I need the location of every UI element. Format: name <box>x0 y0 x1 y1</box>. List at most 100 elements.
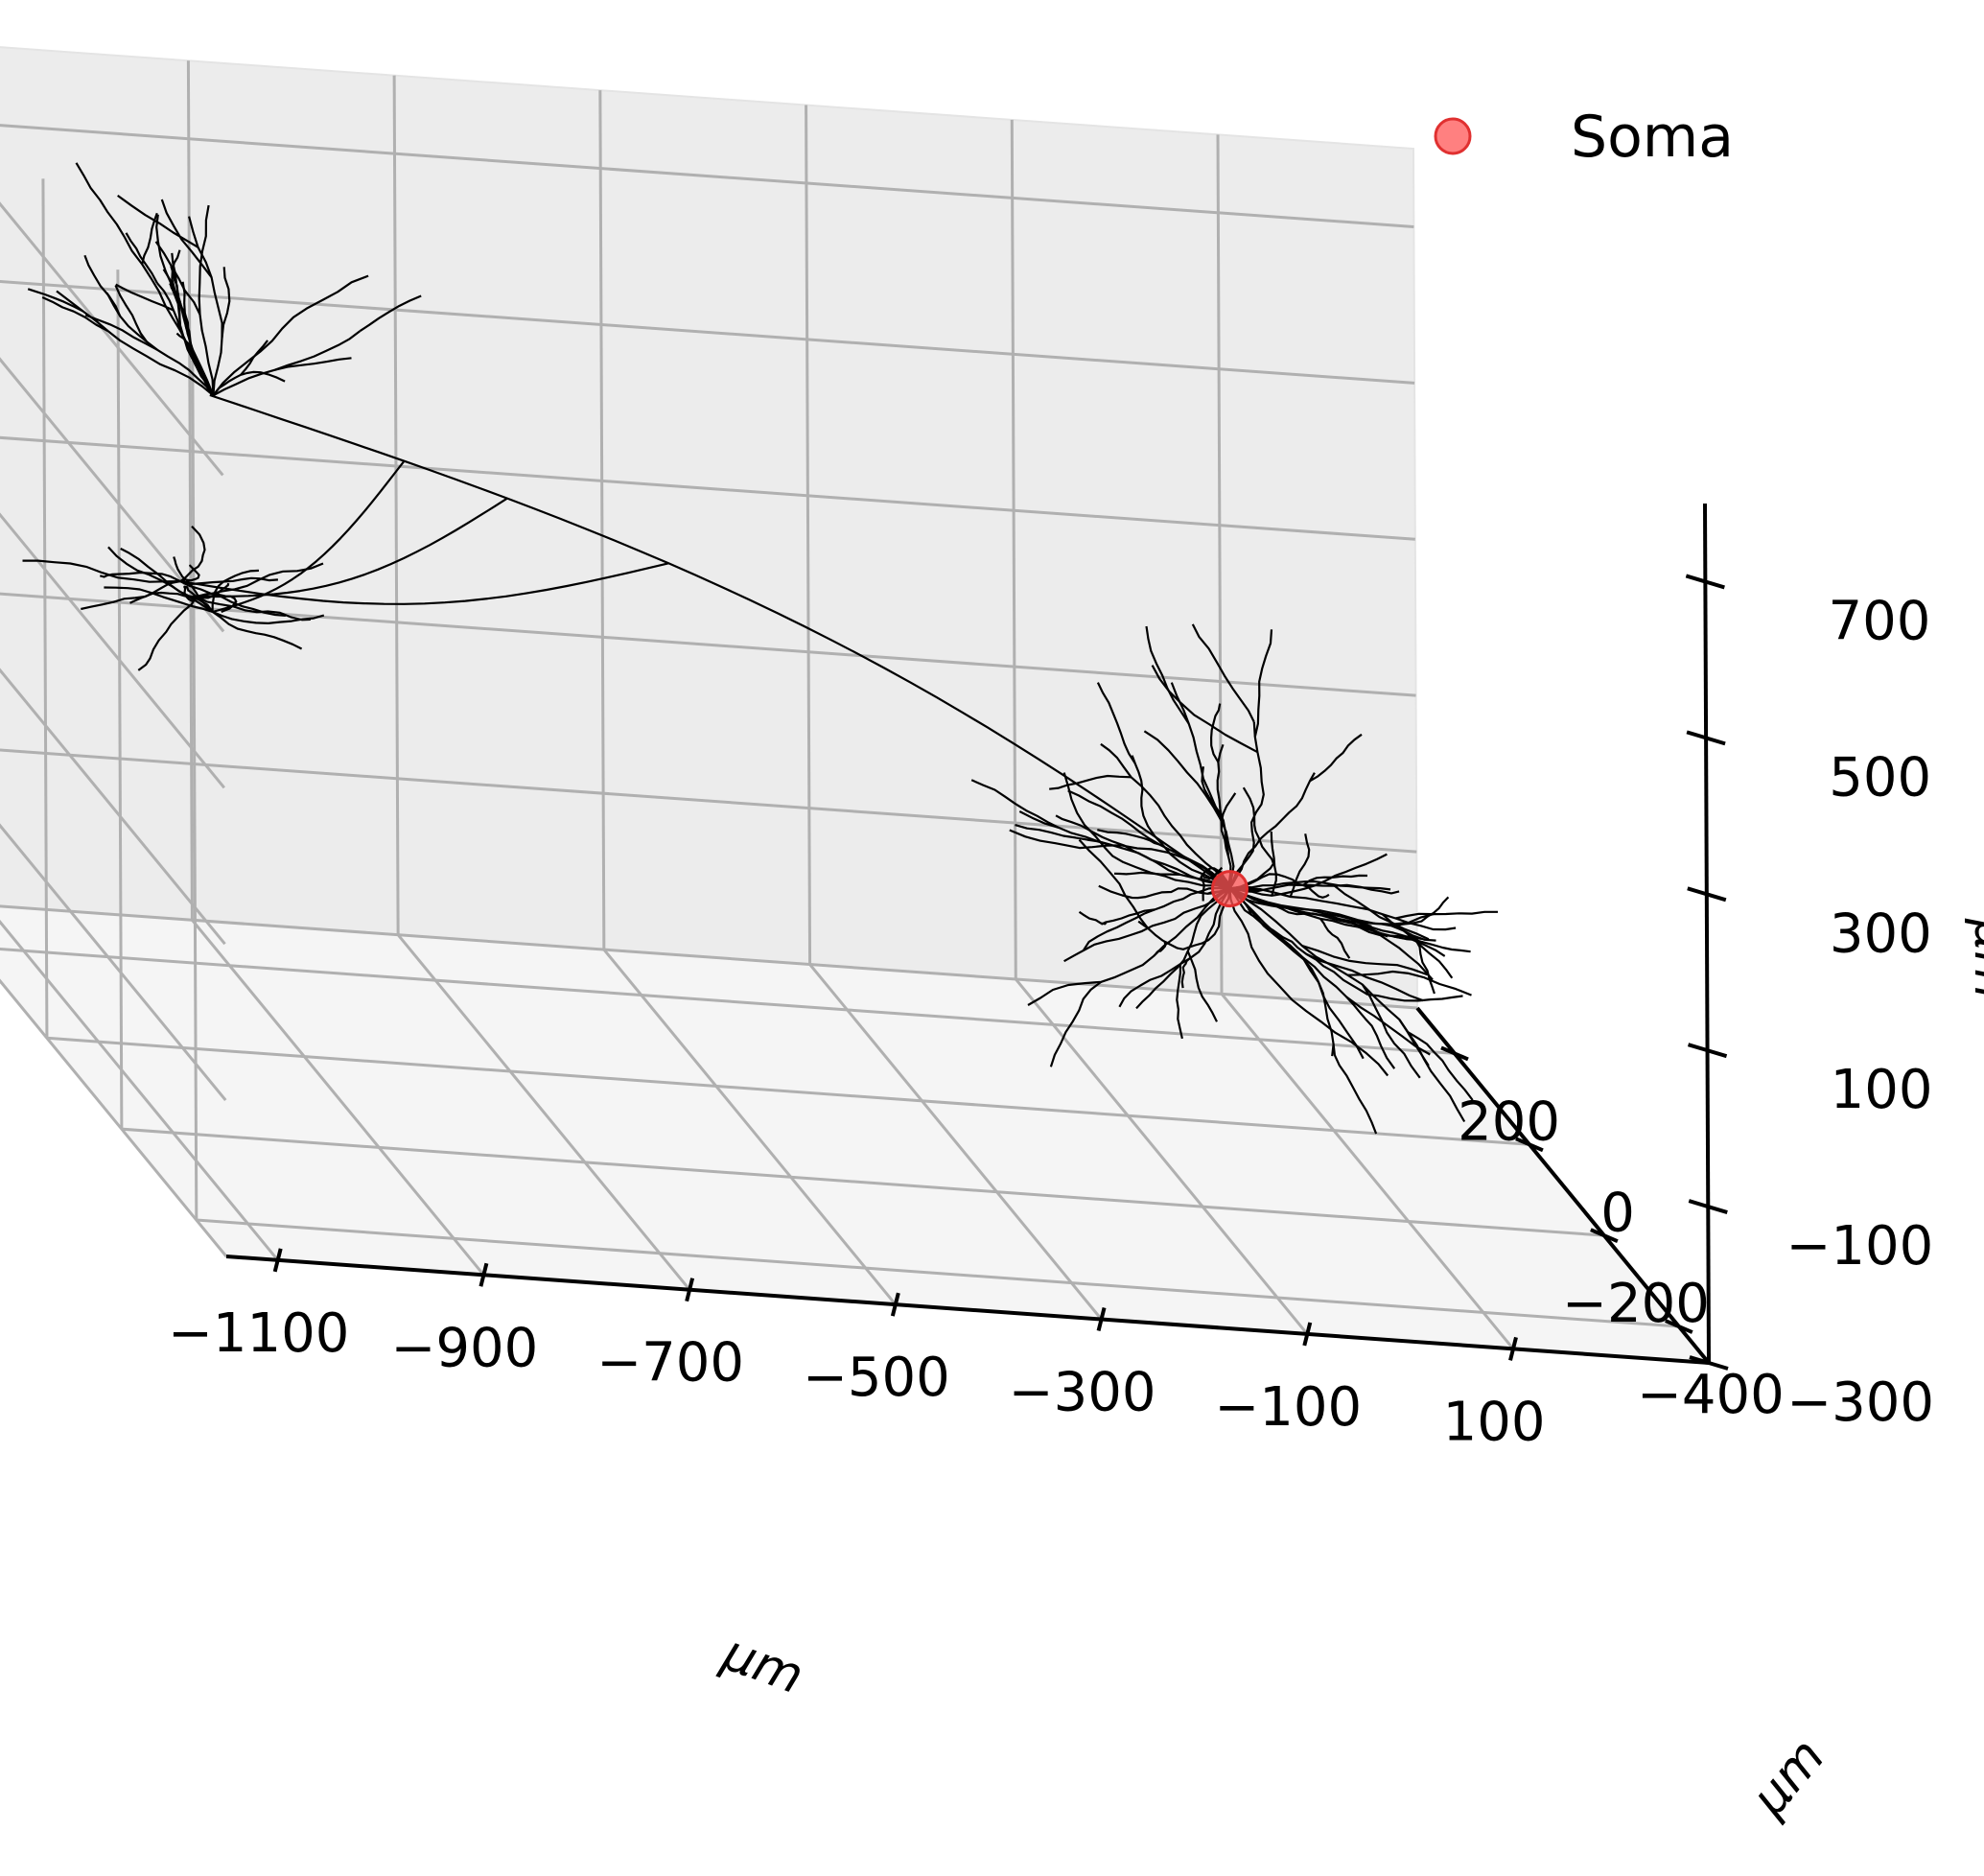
neurite-segment <box>175 332 194 352</box>
grid-lines <box>0 60 1679 1350</box>
neurite-segment <box>1407 1030 1474 1101</box>
grid-x-back <box>186 60 194 921</box>
neurite-segment <box>1135 887 1231 1010</box>
neurite-segment <box>1170 682 1235 889</box>
neurite-segment <box>1186 950 1218 1022</box>
neurite-segment <box>41 295 108 332</box>
neurite-segment <box>117 195 199 248</box>
neurite-segment <box>1309 733 1363 783</box>
neurite-segment <box>179 525 206 582</box>
neurite-segment <box>107 546 214 613</box>
neurite-segment <box>81 580 181 611</box>
soma-point <box>1210 870 1249 908</box>
apical-branch <box>212 460 406 614</box>
neurite-segment <box>1301 944 1428 976</box>
neurite-segment <box>1180 957 1191 989</box>
legend-label-soma: Soma <box>1571 104 1734 171</box>
neurite-segment <box>1367 993 1463 1002</box>
grid-x-floor <box>602 949 898 1306</box>
neurite-segment <box>1176 964 1183 1040</box>
neurite-segment <box>56 290 215 397</box>
z-tick-mark <box>1687 1043 1728 1059</box>
z-tick-label: −100 <box>1786 1215 1933 1278</box>
y-axis-line <box>1415 1006 1711 1365</box>
z-tick-mark <box>1686 730 1726 746</box>
x-tick-mark <box>272 1248 283 1273</box>
neurite-segment <box>1349 920 1422 940</box>
z-tick-label: 500 <box>1829 746 1931 809</box>
neurite-segment <box>1229 853 1388 897</box>
y-tick-mark <box>1665 1319 1693 1334</box>
x-tick-label: −500 <box>803 1347 950 1409</box>
neurite-segment <box>114 285 148 342</box>
neurite-segment <box>1131 755 1231 890</box>
grid-x-back <box>392 75 400 935</box>
grid-z-left <box>0 823 227 1102</box>
neurite-segment <box>137 596 198 671</box>
neurite-segment <box>1191 623 1255 723</box>
z-tick-label: 700 <box>1828 590 1930 652</box>
neurite-segment <box>1229 887 1457 931</box>
neurite-segment <box>115 283 175 312</box>
neurite-segment <box>99 571 181 583</box>
y-tick-label: 0 <box>1600 1182 1635 1244</box>
neurite-segment <box>1067 789 1231 890</box>
axis-lines <box>225 503 1729 1371</box>
neurite-segment <box>1228 887 1430 1067</box>
neurite-segment <box>212 274 369 396</box>
z-tick-mark <box>1689 1355 1729 1371</box>
neurite-segment <box>1202 866 1224 880</box>
y-tick-mark <box>1440 1045 1469 1062</box>
x-tick-label: −700 <box>596 1332 744 1395</box>
grid-z-left <box>0 978 228 1257</box>
x-tick-label: −1100 <box>168 1302 349 1365</box>
grid-z-left <box>0 201 224 477</box>
neurite-segment <box>1078 838 1149 929</box>
neurite-segment <box>125 232 158 284</box>
grid-z-back <box>0 435 1415 541</box>
neurite-segment <box>1145 625 1190 725</box>
neurite-segment <box>154 241 201 316</box>
z-tick-label: −300 <box>1786 1372 1934 1434</box>
legend-marker-soma <box>1434 117 1472 155</box>
neurite-segment <box>1334 884 1430 941</box>
grid-x-back <box>598 90 606 950</box>
neurite-segment <box>1228 887 1368 996</box>
neurite-segment <box>1289 833 1311 898</box>
neurite-segment <box>1097 829 1160 846</box>
grid-x-back <box>1010 119 1017 979</box>
axis-panes <box>0 46 1712 1365</box>
neurite-segment <box>22 559 181 583</box>
y-tick-label: −400 <box>1637 1364 1785 1426</box>
neurite-segment <box>1049 980 1102 1067</box>
neurite-segment <box>1096 682 1136 764</box>
tick-labels: −1100 −900 −700 −500 −300 −100 100 −400 −200 0 200… <box>168 590 1934 1453</box>
neurite-segment <box>1345 996 1396 1069</box>
x-tick-label: 100 <box>1443 1391 1546 1453</box>
grid-y-floor <box>121 1127 1604 1237</box>
neurite-segment <box>1100 742 1231 890</box>
x-tick-mark <box>1508 1336 1518 1361</box>
neurite-segment <box>211 569 259 612</box>
z-tick-mark <box>1687 886 1727 903</box>
grid-y-floor <box>0 948 1456 1055</box>
neurite-segment <box>105 292 215 396</box>
grid-z-left <box>0 512 225 789</box>
x-tick-mark <box>1096 1307 1107 1332</box>
neurite-segment <box>1151 665 1258 754</box>
neurite-segment <box>1228 772 1316 890</box>
neurite-segment <box>1305 952 1424 1002</box>
neurite-segment <box>211 610 303 650</box>
neurite-segment <box>1209 703 1222 763</box>
neurite-segment <box>27 288 83 313</box>
grid-z-left <box>0 668 226 946</box>
neurite-segment <box>1228 887 1431 1056</box>
neurite-segment <box>1228 721 1265 890</box>
neurite-segment <box>123 236 215 396</box>
neurite-segment <box>1216 743 1232 889</box>
neurite-segment <box>1229 887 1436 942</box>
grid-x-back <box>805 105 812 965</box>
neurite-segment <box>212 610 325 625</box>
grid-x-floor <box>396 933 691 1291</box>
neurite-segment <box>1063 887 1231 963</box>
